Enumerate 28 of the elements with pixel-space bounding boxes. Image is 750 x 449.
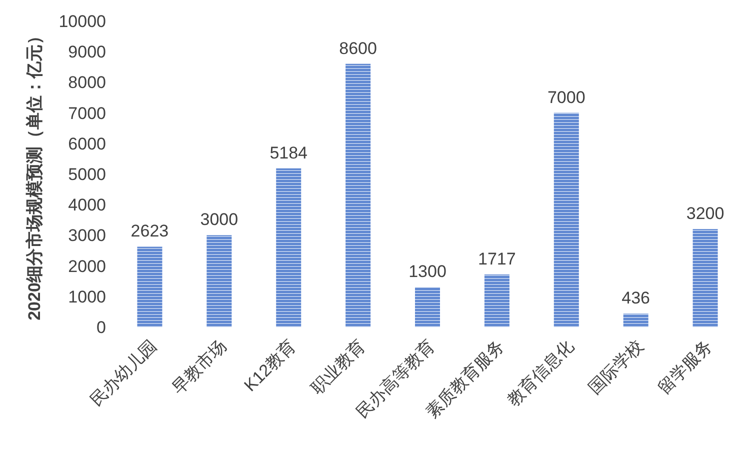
y-tick-label: 5000 <box>68 165 106 184</box>
data-label: 5184 <box>270 143 308 162</box>
y-tick-label: 9000 <box>68 42 106 62</box>
y-tick-label: 3000 <box>68 226 106 246</box>
y-tick-label: 6000 <box>68 134 106 154</box>
y-tick-label: 7000 <box>68 104 106 123</box>
y-tick-label: 8000 <box>68 73 106 92</box>
y-tick-label: 1000 <box>68 287 106 306</box>
data-label: 3000 <box>200 210 238 230</box>
y-tick-label: 4000 <box>68 196 106 215</box>
x-tick-label: 教育信息化 <box>504 336 578 410</box>
x-tick-label: 留学服务 <box>654 336 716 398</box>
data-label: 7000 <box>547 88 586 107</box>
x-tick-label: 早教市场 <box>168 336 230 398</box>
data-label: 8600 <box>339 38 377 58</box>
data-label: 2623 <box>130 222 169 241</box>
x-tick-label: 国际学校 <box>585 336 647 398</box>
data-label: 436 <box>622 288 650 308</box>
y-tick-label: 2000 <box>68 256 106 276</box>
y-tick-label: 10000 <box>58 12 106 31</box>
x-tick-label: K12教育 <box>240 336 300 396</box>
x-tick-label: 职业教育 <box>307 336 369 398</box>
data-label: 1300 <box>408 262 446 282</box>
data-label: 3200 <box>686 204 724 224</box>
y-axis-title: 2020细分市场规模预测（单位：亿元） <box>25 28 44 320</box>
x-tick-label: 民办幼儿园 <box>87 336 161 410</box>
data-label: 1717 <box>478 249 516 268</box>
y-tick-label: 0 <box>96 318 106 337</box>
